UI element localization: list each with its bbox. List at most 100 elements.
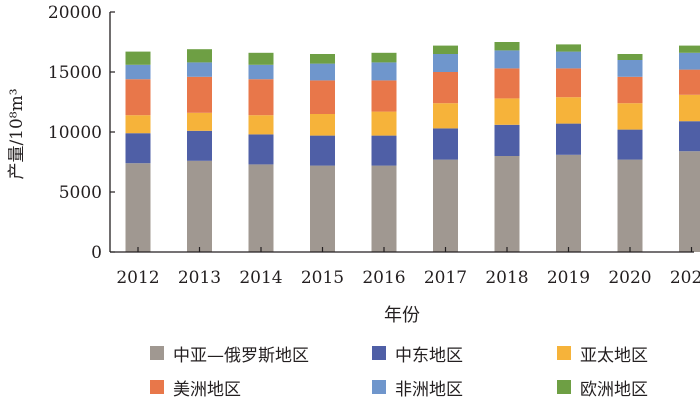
x-tick-label: 2021 xyxy=(670,268,700,288)
bar-segment xyxy=(187,76,212,113)
x-tick-label: 2017 xyxy=(424,268,467,288)
bar-segment xyxy=(556,51,581,69)
legend-item-middle-east: 中东地区 xyxy=(372,340,463,366)
x-axis-ticks: 2012 2013 2014 2015 2016 2017 2018 2019 2020 2021 xyxy=(116,247,700,288)
bar-segment xyxy=(617,76,643,104)
bar-segment xyxy=(433,103,458,129)
bar-segment xyxy=(494,98,520,125)
bar-segment xyxy=(125,115,151,134)
x-tick-label: 2012 xyxy=(116,268,159,288)
legend-swatch xyxy=(150,346,164,360)
bar-segment xyxy=(187,130,212,161)
bar-segment xyxy=(679,52,700,70)
legend-label: 亚太地区 xyxy=(580,345,648,366)
bar-segment xyxy=(310,63,335,81)
bar-segment xyxy=(125,64,151,80)
bar-segment xyxy=(371,165,397,252)
bar-segment xyxy=(371,135,397,166)
bar-segment xyxy=(433,45,458,54)
bar-segment xyxy=(125,133,151,164)
bar-segment xyxy=(494,156,520,252)
plot-area xyxy=(125,42,700,252)
x-tick-label: 2019 xyxy=(547,268,590,288)
y-tick-label: 15000 xyxy=(48,63,102,83)
x-tick-label: 2016 xyxy=(362,268,405,288)
bar-segment xyxy=(617,60,643,77)
bar-segment xyxy=(617,159,643,252)
bar-segment xyxy=(433,72,458,104)
bar-segment xyxy=(433,128,458,160)
y-tick-label: 10000 xyxy=(48,123,102,143)
bar-segment xyxy=(187,160,212,252)
legend-label: 非洲地区 xyxy=(395,379,463,400)
x-axis-label: 年份 xyxy=(384,305,420,326)
bar-segment xyxy=(248,79,274,116)
bar-segment xyxy=(679,45,700,53)
bar-segment xyxy=(248,52,274,65)
x-tick-label: 2013 xyxy=(178,268,221,288)
bar-segment xyxy=(556,154,581,252)
y-axis-ticks: 0 5000 10000 15000 20000 xyxy=(48,3,115,263)
x-tick-label: 2018 xyxy=(485,268,528,288)
bar-segment xyxy=(679,151,700,252)
legend-item-africa: 非洲地区 xyxy=(372,374,463,400)
bar-segment xyxy=(679,121,700,152)
x-tick-label: 2015 xyxy=(301,268,344,288)
legend-swatch xyxy=(150,380,164,394)
bar-segment xyxy=(248,134,274,165)
y-axis-label: 产量/10⁸m³ xyxy=(7,88,27,179)
bar-segment xyxy=(125,163,151,252)
legend-item-asia-pacific: 亚太地区 xyxy=(557,340,648,366)
legend-label: 中东地区 xyxy=(395,345,463,366)
legend-label: 美洲地区 xyxy=(173,379,241,400)
bar-segment xyxy=(617,129,643,160)
y-tick-label: 0 xyxy=(91,243,102,263)
bar-segment xyxy=(494,42,520,51)
x-tick-label: 2014 xyxy=(239,268,282,288)
bar-segment xyxy=(125,79,151,116)
legend-item-americas: 美洲地区 xyxy=(150,374,241,400)
bar-segment xyxy=(617,54,643,60)
bar-segment xyxy=(310,114,335,136)
legend-swatch xyxy=(557,380,571,394)
legend-swatch xyxy=(372,380,386,394)
bar-segment xyxy=(494,124,520,156)
bar-segment xyxy=(556,68,581,98)
bar-segment xyxy=(433,159,458,252)
bar-segment xyxy=(248,164,274,252)
bar-segment xyxy=(248,115,274,135)
bar-segment xyxy=(187,49,212,63)
bar-segment xyxy=(187,112,212,131)
legend: 中亚—俄罗斯地区 中东地区 亚太地区 美洲地区 非洲地区 欧洲地区 xyxy=(150,340,695,406)
bar-segment xyxy=(679,69,700,95)
bar-segment xyxy=(310,165,335,252)
bar-segment xyxy=(187,62,212,77)
bar-segment xyxy=(310,80,335,114)
y-tick-label: 5000 xyxy=(59,183,102,203)
bar-segment xyxy=(248,64,274,80)
bar-segment xyxy=(556,44,581,52)
bar-segment xyxy=(125,51,151,65)
x-tick-label: 2020 xyxy=(608,268,651,288)
bar-segment xyxy=(310,54,335,64)
bar-segment xyxy=(556,97,581,124)
legend-item-central-asia-russia: 中亚—俄罗斯地区 xyxy=(150,340,309,366)
bar-segment xyxy=(556,123,581,155)
bar-segment xyxy=(494,68,520,99)
bar-segment xyxy=(371,111,397,136)
bar-segment xyxy=(371,80,397,112)
bar-segment xyxy=(679,94,700,122)
bar-segment xyxy=(433,54,458,72)
y-tick-label: 20000 xyxy=(48,3,102,23)
legend-label: 中亚—俄罗斯地区 xyxy=(173,345,309,366)
legend-swatch xyxy=(372,346,386,360)
bar-segment xyxy=(617,103,643,130)
bar-segment xyxy=(310,135,335,166)
bar-segment xyxy=(371,62,397,81)
legend-swatch xyxy=(557,346,571,360)
bar-segment xyxy=(494,50,520,69)
bar-segment xyxy=(371,52,397,63)
legend-item-europe: 欧洲地区 xyxy=(557,374,648,400)
legend-label: 欧洲地区 xyxy=(580,379,648,400)
